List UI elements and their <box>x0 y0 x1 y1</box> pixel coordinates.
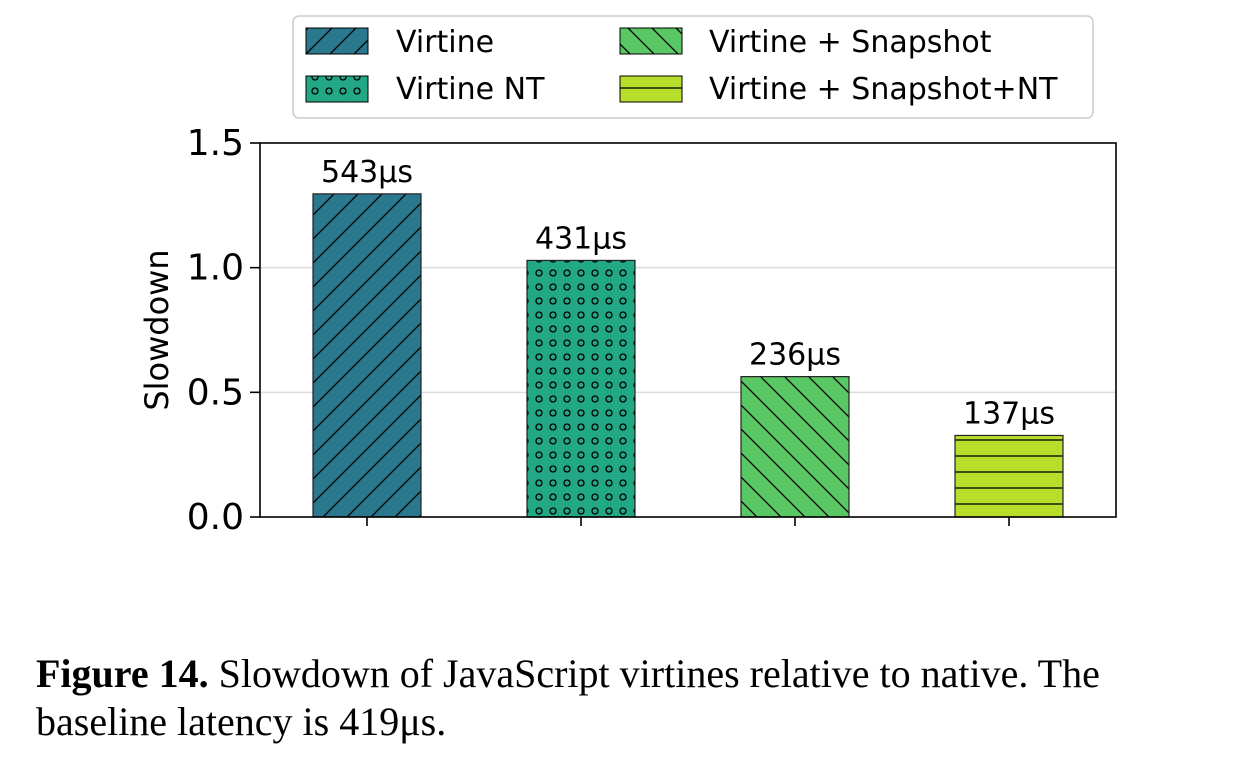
data-label: 137μs <box>963 396 1055 431</box>
bar-3 <box>740 376 850 518</box>
bar-4 <box>954 434 1064 518</box>
data-label: 431μs <box>535 221 627 256</box>
bar-1 <box>312 193 422 518</box>
legend-swatch-virtine-snapshot <box>619 27 683 55</box>
bars <box>312 193 1064 518</box>
plot-frame <box>259 142 1117 518</box>
y-axis-label: Slowdown <box>138 249 176 410</box>
legend-swatch-virtine-snapshot-nt <box>619 75 683 103</box>
legend-frame <box>292 15 1094 119</box>
data-labels: 543μs 431μs 236μs 137μs <box>321 155 1055 432</box>
y-ticks: 0.0 0.5 1.0 1.5 <box>187 123 1010 538</box>
caption-text: Slowdown of JavaScript virtines relative… <box>36 651 1100 744</box>
data-label: 236μs <box>749 338 841 373</box>
figure-caption: Figure 14. Slowdown of JavaScript virtin… <box>36 650 1226 746</box>
y-tick-label: 0.0 <box>187 497 244 538</box>
bar-2 <box>526 259 636 518</box>
y-tick-label: 0.5 <box>187 372 244 413</box>
bar-chart: Virtine Virtine NT Virtine + Snapshot Vi… <box>138 15 1117 538</box>
legend-label-virtine-nt: Virtine NT <box>396 72 545 107</box>
caption-label: Figure 14. <box>36 651 209 696</box>
legend-swatch-virtine <box>305 27 369 55</box>
legend-label-virtine: Virtine <box>396 25 494 60</box>
y-tick-label: 1.5 <box>187 123 244 164</box>
legend-label-virtine-snapshot-nt: Virtine + Snapshot+NT <box>709 72 1058 107</box>
legend-label-virtine-snapshot: Virtine + Snapshot <box>709 25 992 60</box>
data-label: 543μs <box>321 155 413 190</box>
legend-swatch-virtine-nt <box>305 75 369 103</box>
y-tick-label: 1.0 <box>187 248 244 289</box>
legend: Virtine Virtine NT Virtine + Snapshot Vi… <box>292 15 1094 119</box>
